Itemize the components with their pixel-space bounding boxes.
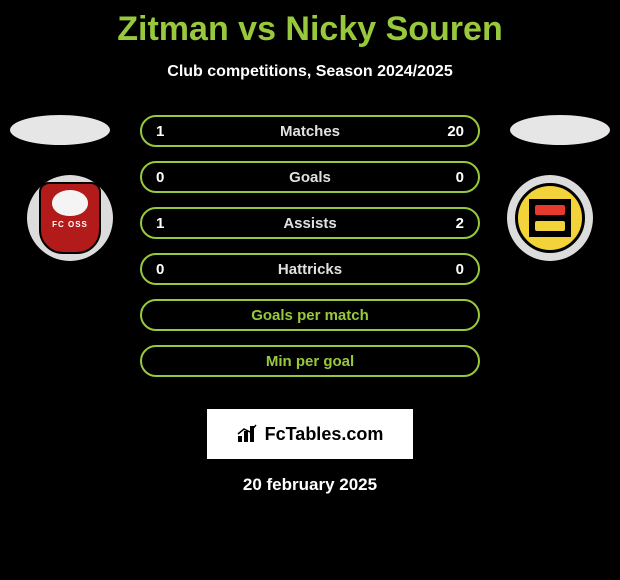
stat-right-value: 20 (444, 123, 464, 140)
stat-label: Hattricks (278, 261, 342, 278)
stat-right-value: 0 (444, 169, 464, 186)
chart-icon (237, 424, 259, 444)
stats-list: 1 Matches 20 0 Goals 0 1 Assists 2 0 Hat… (140, 115, 480, 377)
stat-label: Goals per match (251, 307, 369, 324)
subtitle: Club competitions, Season 2024/2025 (0, 63, 620, 81)
stat-row-assists: 1 Assists 2 (140, 207, 480, 239)
player-photo-left (10, 115, 110, 145)
branding-badge[interactable]: FcTables.com (207, 409, 413, 459)
branding-text: FcTables.com (265, 424, 384, 445)
page-title: Zitman vs Nicky Souren (0, 0, 620, 49)
club-crest-right (515, 183, 585, 253)
stat-label: Min per goal (266, 353, 354, 370)
stat-right-value: 0 (444, 261, 464, 278)
stat-right-value: 2 (444, 215, 464, 232)
stat-row-hattricks: 0 Hattricks 0 (140, 253, 480, 285)
club-badge-right (507, 175, 593, 261)
crest-flag-icon (529, 199, 571, 237)
stat-left-value: 0 (156, 169, 176, 186)
stat-row-min-per-goal: Min per goal (140, 345, 480, 377)
stat-left-value: 1 (156, 123, 176, 140)
crest-text-left: FC OSS (52, 220, 88, 229)
stat-left-value: 1 (156, 215, 176, 232)
club-badge-left: FC OSS (27, 175, 113, 261)
club-crest-left: FC OSS (39, 182, 101, 254)
stat-row-goals-per-match: Goals per match (140, 299, 480, 331)
comparison-content: FC OSS 1 Matches 20 0 Goals 0 1 Assists … (0, 115, 620, 401)
stat-label: Goals (289, 169, 331, 186)
footer-date: 20 february 2025 (0, 475, 620, 495)
stat-label: Assists (283, 215, 336, 232)
stat-row-goals: 0 Goals 0 (140, 161, 480, 193)
player-photo-right (510, 115, 610, 145)
stat-row-matches: 1 Matches 20 (140, 115, 480, 147)
stat-left-value: 0 (156, 261, 176, 278)
crest-animal-icon (52, 190, 88, 216)
stat-label: Matches (280, 123, 340, 140)
